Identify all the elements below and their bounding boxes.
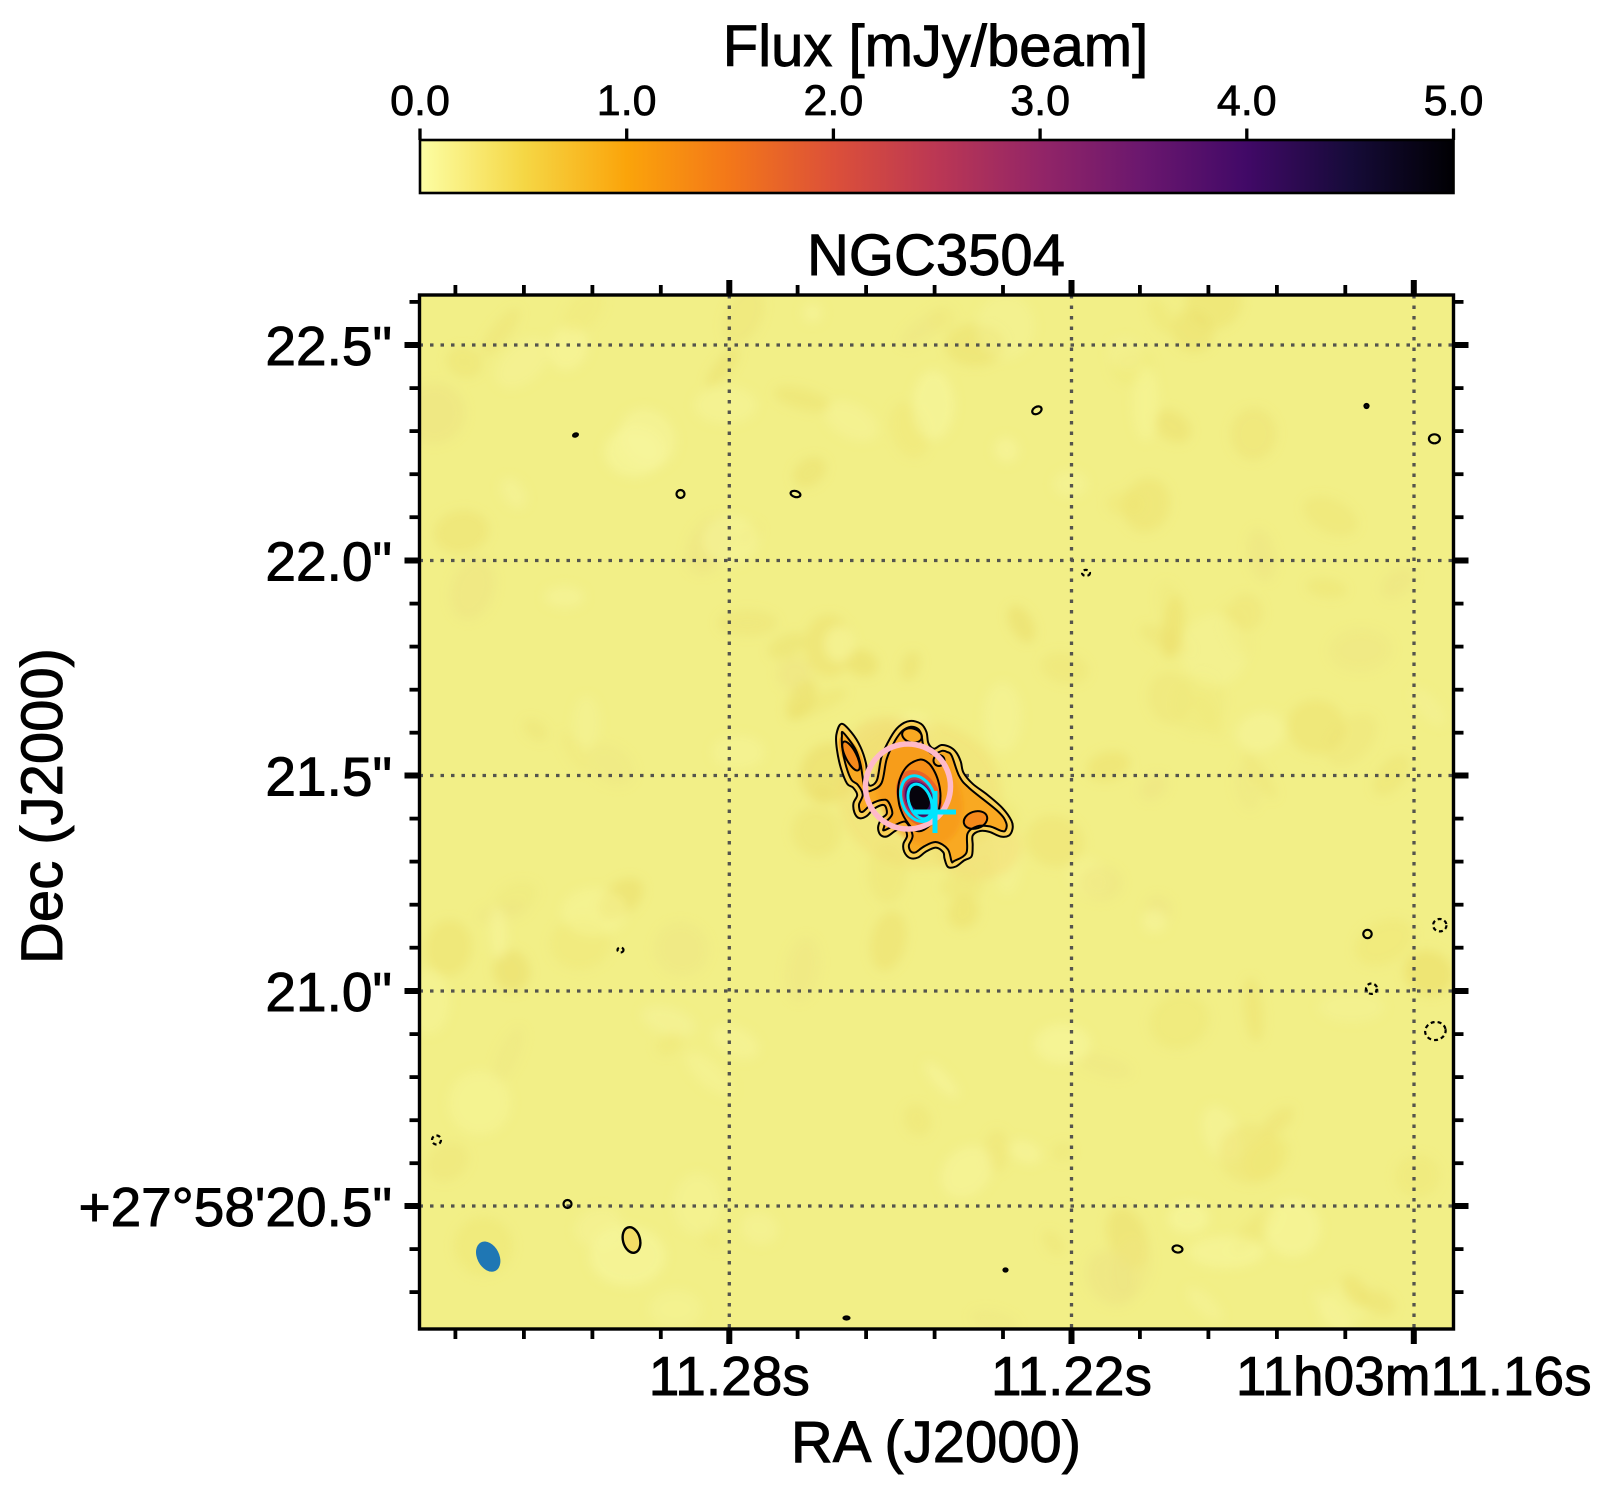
svg-text:5.0: 5.0 (1424, 77, 1484, 125)
svg-text:2.0: 2.0 (804, 77, 864, 125)
svg-text:1.0: 1.0 (597, 77, 657, 125)
svg-text:21.0": 21.0" (265, 961, 392, 1023)
svg-text:4.0: 4.0 (1217, 77, 1277, 125)
svg-text:22.5": 22.5" (265, 315, 392, 377)
svg-text:3.0: 3.0 (1010, 77, 1070, 125)
svg-text:NGC3504: NGC3504 (807, 223, 1065, 288)
svg-text:0.0: 0.0 (390, 77, 450, 125)
svg-text:RA (J2000): RA (J2000) (791, 1410, 1081, 1475)
svg-text:11.28s: 11.28s (649, 1345, 810, 1407)
svg-text:Flux [mJy/beam]: Flux [mJy/beam] (723, 14, 1148, 79)
svg-text:+27°58'20.5": +27°58'20.5" (78, 1176, 392, 1238)
svg-text:22.0": 22.0" (265, 531, 392, 593)
svg-text:11.22s: 11.22s (991, 1345, 1152, 1407)
svg-text:Dec (J2000): Dec (J2000) (10, 648, 75, 964)
svg-text:11h03m11.16s: 11h03m11.16s (1236, 1345, 1592, 1407)
svg-text:21.5": 21.5" (265, 746, 392, 808)
